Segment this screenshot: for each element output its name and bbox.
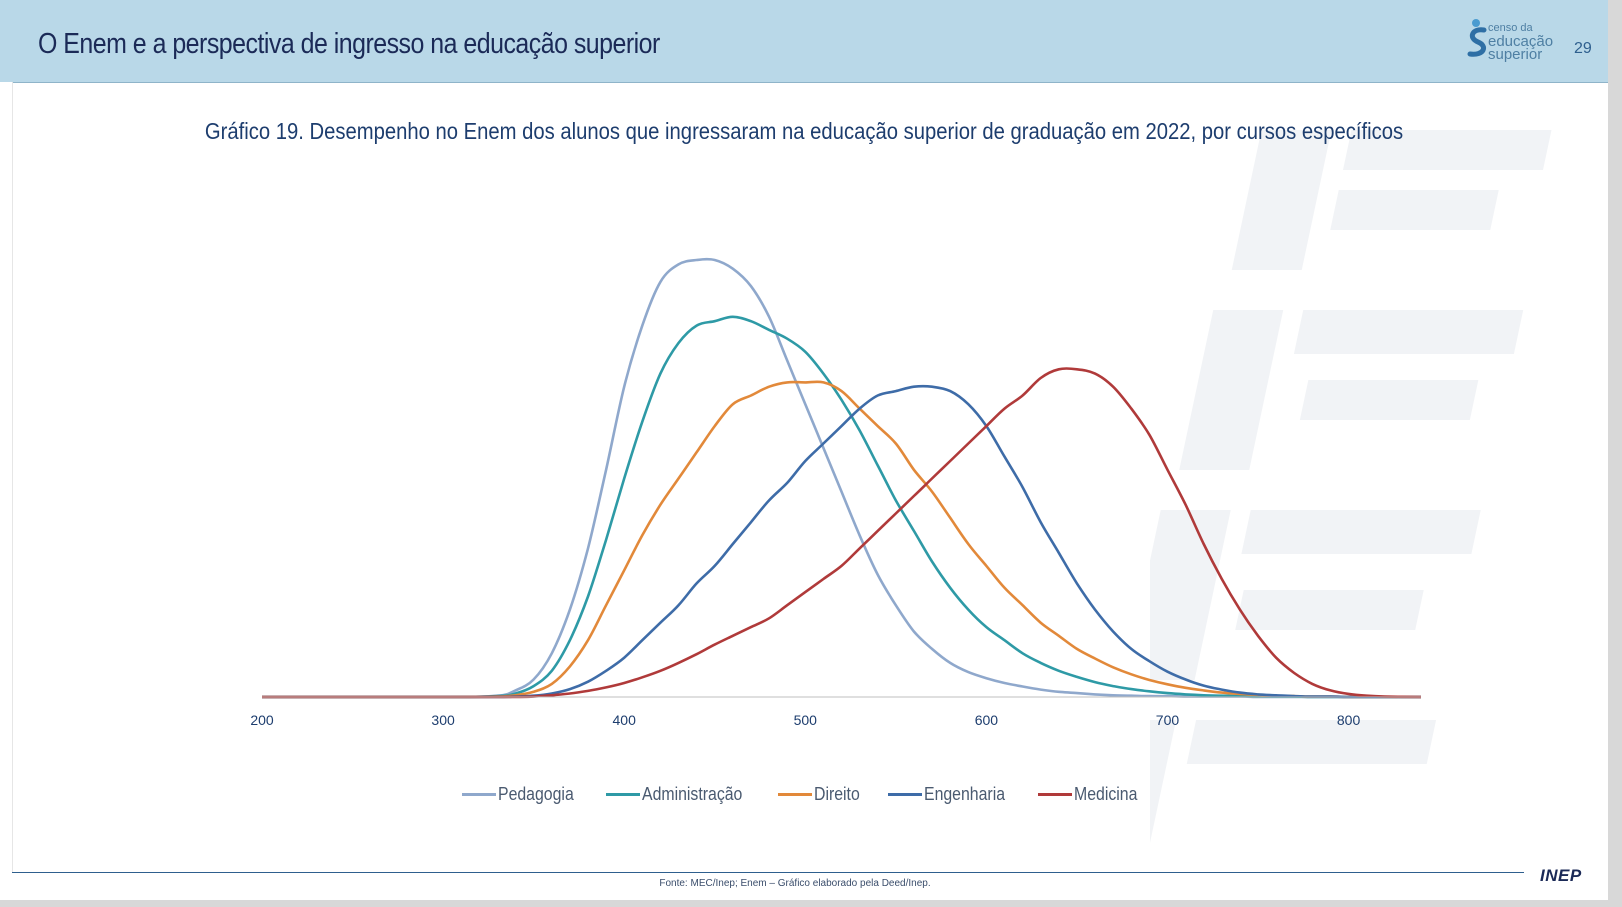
legend-item: Administração [605, 784, 756, 805]
x-tick-labels: 200 300 400 500 600 700 800 [250, 712, 1360, 728]
x-tick-label: 500 [794, 712, 818, 728]
legend-item: Engenharia [888, 784, 1016, 805]
legend-label: Medicina [1074, 784, 1138, 804]
legend-label: Engenharia [924, 784, 1006, 804]
inep-watermark-icon [1150, 130, 1552, 880]
series-line-engenharia [261, 384, 1421, 699]
series-line-pedagogia [261, 257, 1421, 699]
legend-swatch [778, 793, 812, 796]
legend-swatch [888, 793, 923, 796]
censo-logo: censo da educação superior [1466, 16, 1576, 70]
logo-line-3: superior [1488, 46, 1543, 63]
header-bar: O Enem e a perspectiva de ingresso na ed… [0, 0, 1608, 83]
inep-logo: INEP [1540, 866, 1582, 885]
legend-swatch [461, 793, 496, 796]
x-tick-label: 300 [431, 712, 455, 728]
legend-label: Direito [814, 784, 860, 804]
chart-legend: Pedagogia Administração Direito Engenharia M… [0, 784, 1608, 805]
page-number: 29 [1574, 40, 1592, 57]
censo-logo-text: censo da educação superior [1488, 22, 1554, 63]
legend-swatch [1038, 793, 1073, 796]
chart-title: Gráfico 19. Desempenho no Enem dos aluno… [204, 118, 1404, 144]
left-margin [0, 82, 13, 872]
series-line-administracao [261, 315, 1421, 699]
series-line-medicina [261, 367, 1422, 699]
page-title: O Enem e a perspectiva de ingresso na ed… [38, 28, 660, 60]
legend-item: Pedagogia [461, 784, 584, 805]
legend-item: Medicina [1038, 784, 1146, 805]
legend-label: Administração [641, 784, 743, 804]
censo-logo-icon [1467, 19, 1487, 57]
series-line-direito [261, 380, 1421, 699]
x-tick-label: 700 [1156, 712, 1180, 728]
legend-item: Direito [778, 784, 866, 805]
series-layer [261, 257, 1422, 699]
source-note: Fonte: MEC/Inep; Enem – Gráfico elaborad… [659, 878, 931, 889]
x-tick-label: 600 [975, 712, 999, 728]
x-tick-label: 400 [613, 712, 637, 728]
legend-label: Pedagogia [497, 784, 574, 804]
legend-swatch [605, 793, 640, 796]
footer-divider [12, 872, 1524, 873]
logo-line-1: censo da [1488, 22, 1533, 34]
line-chart: 200 300 400 500 600 700 800 [250, 257, 1422, 728]
x-tick-label: 800 [1337, 712, 1361, 728]
logo-line-2: educação [1488, 33, 1554, 50]
x-tick-label: 200 [250, 712, 274, 728]
